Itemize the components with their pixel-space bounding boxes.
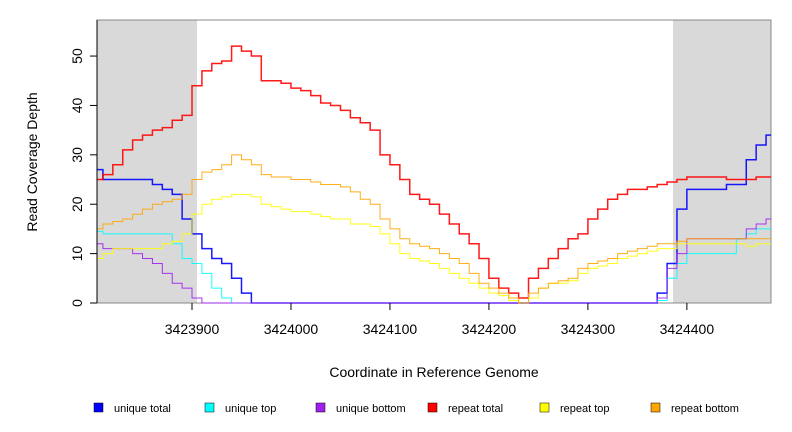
y-axis-label: Read Coverage Depth: [24, 92, 40, 231]
legend-swatch: [650, 402, 661, 413]
legend-label: repeat total: [448, 403, 503, 415]
legend-label: unique top: [225, 403, 276, 415]
legend-swatch: [315, 402, 326, 413]
y-tick-label: 40: [69, 97, 85, 113]
series-repeat-top: [97, 193, 771, 304]
shaded-region-0: [97, 20, 197, 303]
shaded-region-1: [673, 20, 771, 303]
legend-label: repeat bottom: [671, 403, 739, 415]
series-repeat-bottom: [97, 154, 771, 304]
plot-frame: [96, 19, 772, 304]
y-tick-label: 0: [69, 299, 85, 307]
legend-swatch: [204, 402, 215, 413]
x-axis-label: Coordinate in Reference Genome: [329, 364, 539, 380]
x-tick-label: 3424100: [363, 321, 418, 337]
x-tick-label: 3424200: [462, 321, 517, 337]
series-unique-top: [97, 228, 771, 304]
x-tick-label: 3424300: [561, 321, 616, 337]
x-tick-label: 3423900: [165, 321, 220, 337]
legend-swatch: [539, 402, 550, 413]
x-tick-label: 3424000: [264, 321, 319, 337]
legend-swatch: [93, 402, 104, 413]
series-repeat-total: [97, 45, 771, 299]
y-tick-label: 10: [69, 246, 85, 262]
legend-label: repeat top: [560, 403, 610, 415]
series-unique-bottom: [97, 218, 771, 304]
legend-label: unique bottom: [336, 403, 406, 415]
x-tick-label: 3424400: [660, 321, 715, 337]
y-tick-label: 30: [69, 147, 85, 163]
y-tick-label: 50: [69, 48, 85, 64]
legend-swatch: [427, 402, 438, 413]
legend-label: unique total: [114, 403, 171, 415]
y-tick-label: 20: [69, 196, 85, 212]
